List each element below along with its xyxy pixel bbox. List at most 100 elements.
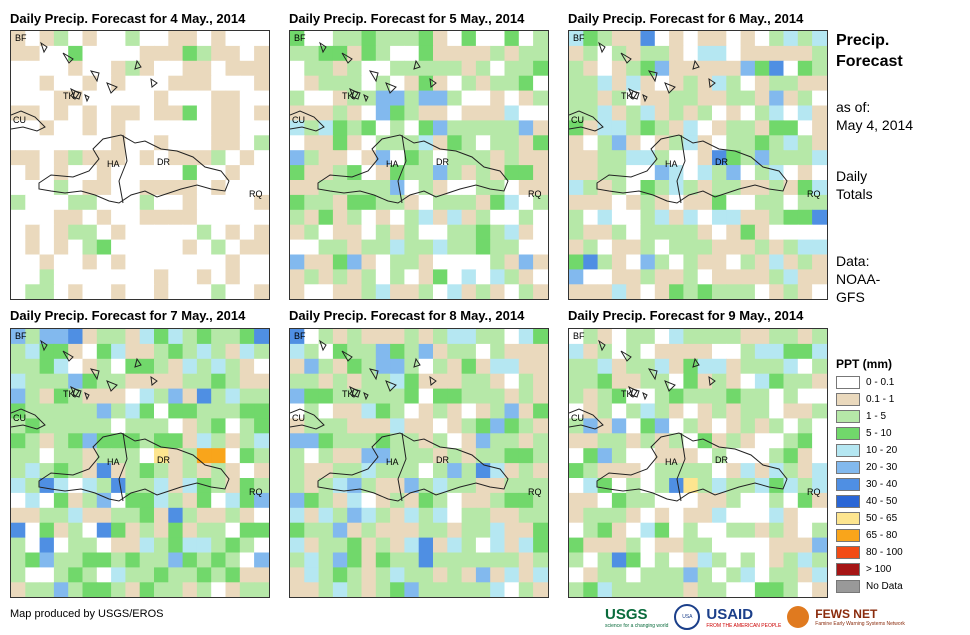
precip-cell [239,239,255,256]
precip-cell [518,478,534,494]
precip-cell [239,75,255,92]
precip-cell [583,284,599,299]
precip-cell [125,120,141,136]
precip-cell [332,239,348,256]
precip-cell [96,165,112,181]
precip-cell [418,165,434,181]
precip-cell [211,105,227,121]
precip-cell [332,552,348,568]
precip-cell [11,150,26,166]
precip-cell [361,60,377,77]
precip-cell [25,120,41,136]
precip-cell [225,75,241,92]
precip-cell [475,537,491,554]
precip-cell [361,135,377,151]
precip-cell [418,90,434,107]
precip-cell [225,239,241,256]
precip-cell [640,150,656,166]
precip-cell [11,209,26,226]
precip-cell [569,209,584,226]
bahamas-island-outline [62,350,74,362]
precip-cell [254,478,269,494]
precip-cell [490,284,506,299]
precip-cell [182,254,198,270]
precip-cell [669,537,684,554]
precip-cell [254,120,269,136]
precip-cell [626,209,642,226]
precip-cell [712,105,727,121]
precip-cell [304,135,320,151]
precip-cell [783,90,799,107]
precip-cell [11,388,26,405]
precip-cell [25,418,41,434]
precip-cell [712,90,727,107]
precip-cell [740,433,756,449]
legend-label: 5 - 10 [866,428,892,439]
precip-cell [332,269,348,285]
precip-cell [96,478,112,494]
precip-cell [640,329,656,345]
precip-cell [533,135,548,151]
precip-cell [25,31,41,47]
precip-cell [697,284,713,299]
precip-cell [182,120,198,136]
precip-cell [518,269,534,285]
precip-cell [318,552,334,568]
precip-cell [125,224,141,241]
precip-cell [504,552,520,568]
precip-cell [797,120,813,136]
precip-cell [68,507,84,524]
precip-cell [239,478,255,494]
precip-cell [461,463,477,479]
precip-cell [518,135,534,151]
precip-cell [39,224,55,241]
precip-cell [583,269,599,285]
precip-cell [654,567,670,583]
precip-cell [418,478,434,494]
precip-cell [111,463,126,479]
precip-cell [433,120,448,136]
place-label-rq: RQ [528,487,542,497]
precip-cell [533,448,548,464]
precip-cell [433,448,448,464]
precip-cell [583,537,599,554]
precip-cell [712,522,727,539]
precip-cell [96,373,112,390]
precip-cell [125,45,141,62]
precip-cell [669,90,684,107]
precip-cell [475,135,491,151]
precip-cell [68,343,84,360]
precip-cell [418,45,434,62]
precip-cell [347,448,363,464]
precip-cell [11,433,26,449]
precip-cell [697,135,713,151]
precip-cell [390,448,405,464]
precip-cell [404,448,420,464]
legend-item: > 100 [836,561,903,578]
precip-cell [754,224,770,241]
precip-cell [96,45,112,62]
precip-cell [611,120,627,136]
precip-cell [518,254,534,270]
precip-cell [475,343,491,360]
precip-cell [461,448,477,464]
precip-cell [669,358,684,375]
precip-cell [626,492,642,509]
precip-cell [475,448,491,464]
precip-cell [182,343,198,360]
precip-cell [290,31,305,47]
precip-cell [712,31,727,47]
place-label-tk: TK [621,91,633,101]
precip-cell [39,60,55,77]
precip-cell [697,120,713,136]
precip-cell [669,75,684,92]
precip-cell [490,403,506,419]
precip-cell [390,537,405,554]
precip-cell [11,254,26,270]
precip-cell [797,269,813,285]
precip-cell [53,329,69,345]
precip-cell [239,552,255,568]
place-label-dr: DR [436,157,449,167]
precip-cell [125,522,141,539]
precip-cell [475,150,491,166]
